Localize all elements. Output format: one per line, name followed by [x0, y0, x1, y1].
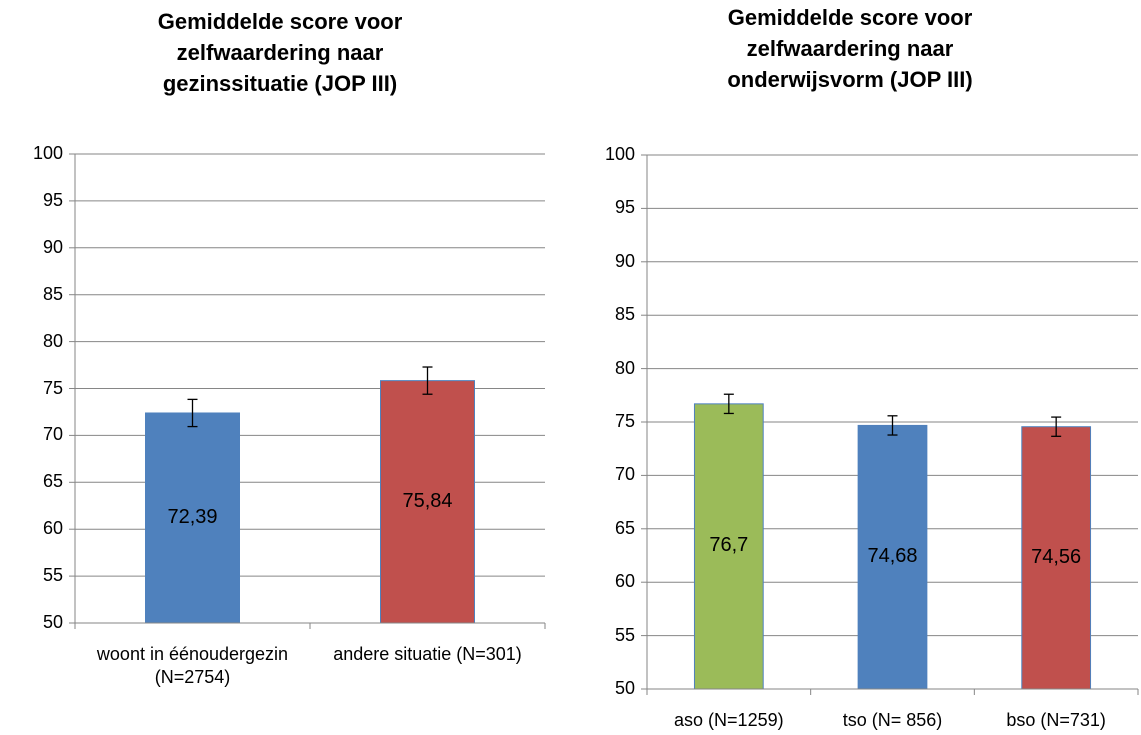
x-tick-label: aso (N=1259): [674, 710, 784, 730]
y-tick-label: 50: [42, 612, 63, 632]
value-label: 74,68: [867, 545, 918, 568]
y-tick-label: 95: [614, 197, 635, 218]
y-tick-label: 85: [42, 283, 63, 304]
y-tick-label: 55: [42, 565, 63, 586]
x-tick-label: woont in éénoudergezin (N=2754): [96, 644, 289, 687]
y-tick-label: 85: [614, 304, 635, 325]
bar: [380, 380, 475, 624]
chart-title: Gemiddelde score voor zelfwaardering naa…: [157, 9, 403, 96]
y-tick-label: 50: [614, 678, 635, 698]
chart-title: Gemiddelde score voor zelfwaardering naa…: [727, 5, 973, 92]
y-tick-label: 80: [42, 330, 63, 351]
y-tick-label: 70: [614, 464, 635, 485]
y-tick-label: 95: [42, 189, 63, 210]
value-label: 76,7: [709, 534, 749, 557]
y-tick-label: 60: [42, 518, 63, 539]
y-tick-label: 75: [614, 411, 635, 431]
y-tick-label: 80: [614, 357, 635, 378]
y-tick-label: 100: [604, 144, 635, 164]
bar: [857, 424, 928, 690]
y-tick-label: 100: [32, 143, 63, 163]
y-tick-label: 65: [614, 517, 635, 538]
value-label: 75,84: [402, 489, 453, 512]
y-tick-label: 70: [42, 424, 63, 445]
x-tick-label: tso (N= 856): [842, 710, 943, 730]
bar: [693, 403, 764, 690]
y-tick-label: 90: [614, 250, 635, 271]
y-tick-label: 65: [42, 471, 63, 492]
y-tick-label: 55: [614, 624, 635, 645]
value-label: 72,39: [167, 505, 218, 528]
value-label: 74,56: [1031, 545, 1082, 568]
y-tick-label: 90: [42, 236, 63, 257]
x-tick-label: andere situatie (N=301): [333, 644, 522, 664]
y-tick-label: 60: [614, 571, 635, 592]
x-tick-label: bso (N=731): [1006, 710, 1106, 730]
y-tick-label: 75: [42, 377, 63, 398]
